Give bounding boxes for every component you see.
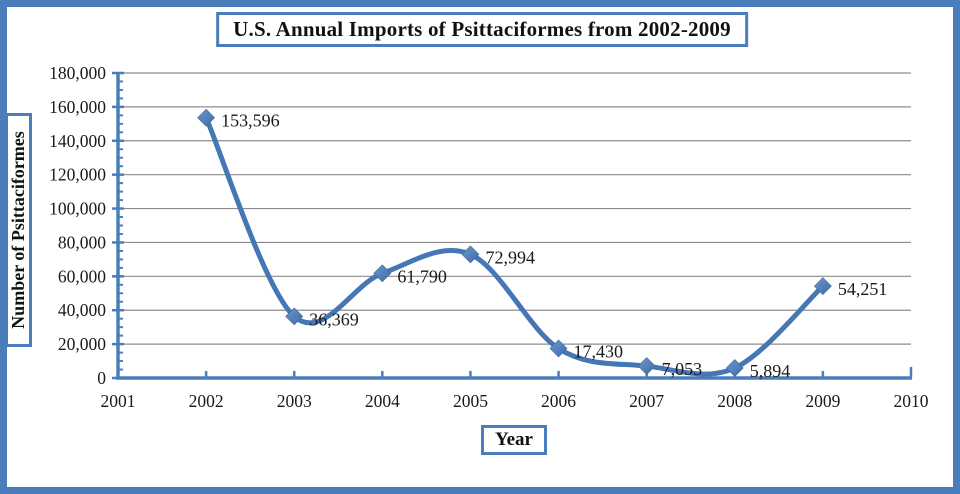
y-tick-label: 20,000 xyxy=(58,334,106,354)
x-tick-label: 2001 xyxy=(101,391,136,411)
data-point-marker xyxy=(197,108,216,127)
data-point-marker xyxy=(285,307,304,326)
x-axis-title: Year xyxy=(481,425,547,455)
y-tick-label: 100,000 xyxy=(49,199,106,219)
x-tick-label: 2004 xyxy=(365,391,400,411)
y-tick-label: 160,000 xyxy=(49,97,106,117)
data-point-marker xyxy=(549,339,568,358)
y-tick-label: 60,000 xyxy=(58,266,106,286)
data-point-marker xyxy=(725,359,744,377)
x-tick-label: 2002 xyxy=(189,391,224,411)
data-point-label: 54,251 xyxy=(838,279,888,299)
y-tick-label: 180,000 xyxy=(49,63,106,83)
x-tick-label: 2009 xyxy=(805,391,840,411)
data-point-label: 153,596 xyxy=(221,111,280,131)
y-tick-label: 0 xyxy=(97,368,106,388)
data-point-label: 5,894 xyxy=(750,361,791,381)
y-tick-label: 140,000 xyxy=(49,131,106,151)
x-tick-label: 2005 xyxy=(453,391,488,411)
data-point-label: 17,430 xyxy=(574,341,624,361)
series-line xyxy=(203,115,826,377)
data-point-marker xyxy=(461,245,480,264)
y-axis-title: Number of Psittaciformes xyxy=(5,113,32,347)
data-point-marker xyxy=(813,277,832,295)
data-point-label: 61,790 xyxy=(397,266,447,286)
data-point-label: 36,369 xyxy=(309,309,359,329)
data-point-label: 7,053 xyxy=(662,359,703,379)
data-point-label: 72,994 xyxy=(485,247,535,267)
y-tick-label: 120,000 xyxy=(49,165,106,185)
x-tick-label: 2008 xyxy=(717,391,752,411)
x-tick-label: 2007 xyxy=(629,391,664,411)
x-tick-label: 2003 xyxy=(277,391,312,411)
y-tick-label: 40,000 xyxy=(58,300,106,320)
x-tick-label: 2006 xyxy=(541,391,576,411)
data-point-marker xyxy=(373,264,392,283)
x-tick-label: 2010 xyxy=(894,391,929,411)
data-point-marker xyxy=(637,357,656,375)
y-tick-label: 80,000 xyxy=(58,232,106,252)
chart-title: U.S. Annual Imports of Psittaciformes fr… xyxy=(216,12,748,47)
